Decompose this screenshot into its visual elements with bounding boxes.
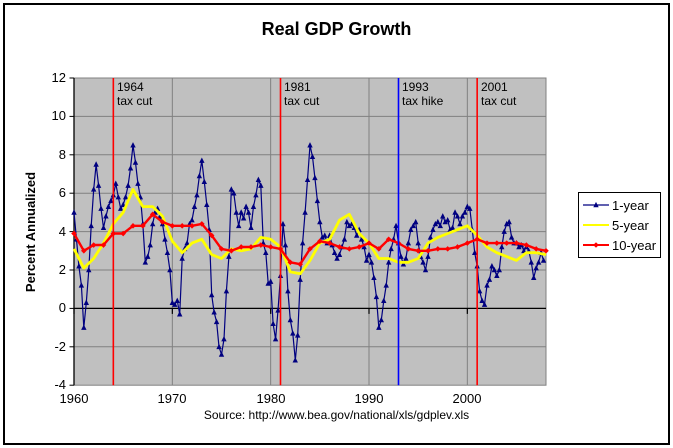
- legend: 1-year 5-year 10-year: [578, 192, 661, 258]
- event-annotation-1993: 1993 tax hike: [402, 80, 443, 108]
- legend-label: 5-year: [612, 217, 649, 233]
- series-10-year: [71, 211, 549, 268]
- y-tick-label: 8: [58, 147, 66, 162]
- event-annotation-1981: 1981 tax cut: [284, 80, 319, 108]
- event-annotation-year: 1993: [402, 80, 429, 94]
- event-annotation-text: tax hike: [402, 94, 444, 108]
- legend-item-10-year: 10-year: [579, 235, 660, 255]
- legend-label: 10-year: [612, 237, 657, 253]
- event-annotation-2001: 2001 tax cut: [481, 80, 516, 108]
- y-tick-label: 4: [58, 224, 66, 239]
- line-marker-icon: [583, 223, 609, 227]
- y-tick-label: 10: [51, 108, 66, 123]
- event-annotation-year: 1964: [117, 80, 144, 94]
- event-lines: [112, 78, 478, 386]
- x-tick-label: 1990: [354, 391, 384, 406]
- x-tick-label: 2000: [452, 391, 482, 406]
- source-caption: Source: http://www.bea.gov/national/xls/…: [203, 408, 470, 422]
- event-annotation-text: tax cut: [284, 94, 320, 108]
- y-tick-label: -4: [54, 377, 66, 392]
- y-tick-label: 6: [58, 185, 66, 200]
- event-annotation-text: tax cut: [117, 94, 153, 108]
- line-triangle-marker-icon: [583, 201, 609, 208]
- event-annotation-text: tax cut: [481, 94, 517, 108]
- y-tick-label: -2: [54, 339, 66, 354]
- gridlines: [74, 78, 546, 386]
- legend-label: 1-year: [612, 197, 649, 213]
- y-tick-label: 0: [58, 300, 66, 315]
- x-tick-label: 1970: [157, 391, 187, 406]
- y-axis-title: Percent Annualized: [23, 171, 38, 293]
- x-tick-label: 1980: [256, 391, 286, 406]
- event-annotation-year: 1981: [284, 80, 311, 94]
- event-annotation-year: 2001: [481, 80, 508, 94]
- event-annotation-1964: 1964 tax cut: [117, 80, 152, 108]
- legend-item-5-year: 5-year: [579, 215, 660, 235]
- line-diamond-marker-icon: [583, 242, 609, 248]
- chart-title: Real GDP Growth: [261, 19, 412, 39]
- y-tick-label: 2: [58, 262, 66, 277]
- legend-item-1-year: 1-year: [579, 195, 660, 215]
- y-tick-label: 12: [51, 70, 66, 85]
- series-5-year: [72, 187, 547, 276]
- x-tick-label: 1960: [59, 391, 89, 406]
